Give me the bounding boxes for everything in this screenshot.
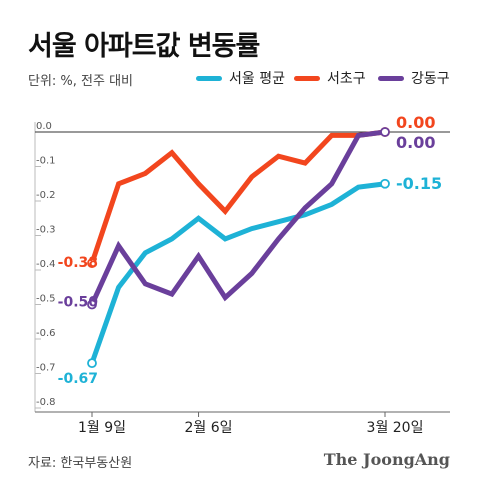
brand-logo: The JoongAng [323, 450, 450, 469]
x-tick-label: 1월 9일 [78, 420, 126, 436]
start-label-seocho: -0.38 [58, 255, 98, 271]
y-tick-label: -0.5 [36, 294, 56, 305]
end-label-gangdong: 0.00 [396, 133, 435, 152]
end-point-gangdong [380, 127, 390, 137]
series-line-gangdong [89, 129, 386, 306]
unit-note: 단위: %, 전주 대비 [28, 74, 134, 89]
legend-item-seocho: 서초구 [294, 68, 366, 88]
end-label-seoul: -0.15 [396, 174, 442, 193]
legend-label-seocho: 서초구 [327, 71, 366, 87]
chart-title: 서울 아파트값 변동률 [28, 31, 260, 62]
legend-swatch-seocho [294, 75, 320, 81]
y-tick-label: -0.1 [36, 156, 56, 167]
legend-label-seoul: 서울 평균 [229, 71, 285, 87]
source-note: 자료: 한국부동산원 [28, 456, 133, 471]
y-tick-label: 0.0 [36, 121, 52, 132]
y-tick-label: -0.7 [36, 363, 56, 374]
end-point-seoul [380, 178, 390, 189]
legend-item-gangdong: 강동구 [378, 68, 450, 88]
start-label-seoul: -0.67 [58, 371, 98, 387]
series-line-seoul [89, 181, 386, 364]
x-tick-label: 2월 6일 [185, 420, 233, 436]
legend-swatch-seoul [196, 75, 222, 81]
y-tick-label: -0.8 [36, 397, 56, 408]
start-point-seoul [87, 358, 97, 369]
y-tick-label: -0.2 [36, 190, 56, 201]
series-lines [87, 127, 390, 369]
legend-swatch-gangdong [378, 75, 404, 81]
start-label-gangdong: -0.50 [58, 295, 99, 311]
x-tick-label: 3월 20일 [367, 420, 424, 436]
start-point-seocho [87, 258, 97, 269]
legend-label-gangdong: 강동구 [411, 71, 450, 87]
y-tick-label: -0.6 [36, 328, 56, 339]
legend: 서울 평균 서초구 강동구 [0, 68, 480, 88]
legend-item-seoul: 서울 평균 [196, 68, 285, 88]
series-line-seocho [89, 129, 386, 264]
y-tick-label: -0.3 [36, 225, 56, 236]
data-labels: -0.67 -0.15 -0.38 0.00 -0.50 0.00 [58, 113, 442, 387]
y-tick-label: -0.4 [36, 259, 56, 270]
end-label-seocho: 0.00 [396, 113, 435, 132]
start-point-gangdong [87, 299, 97, 310]
